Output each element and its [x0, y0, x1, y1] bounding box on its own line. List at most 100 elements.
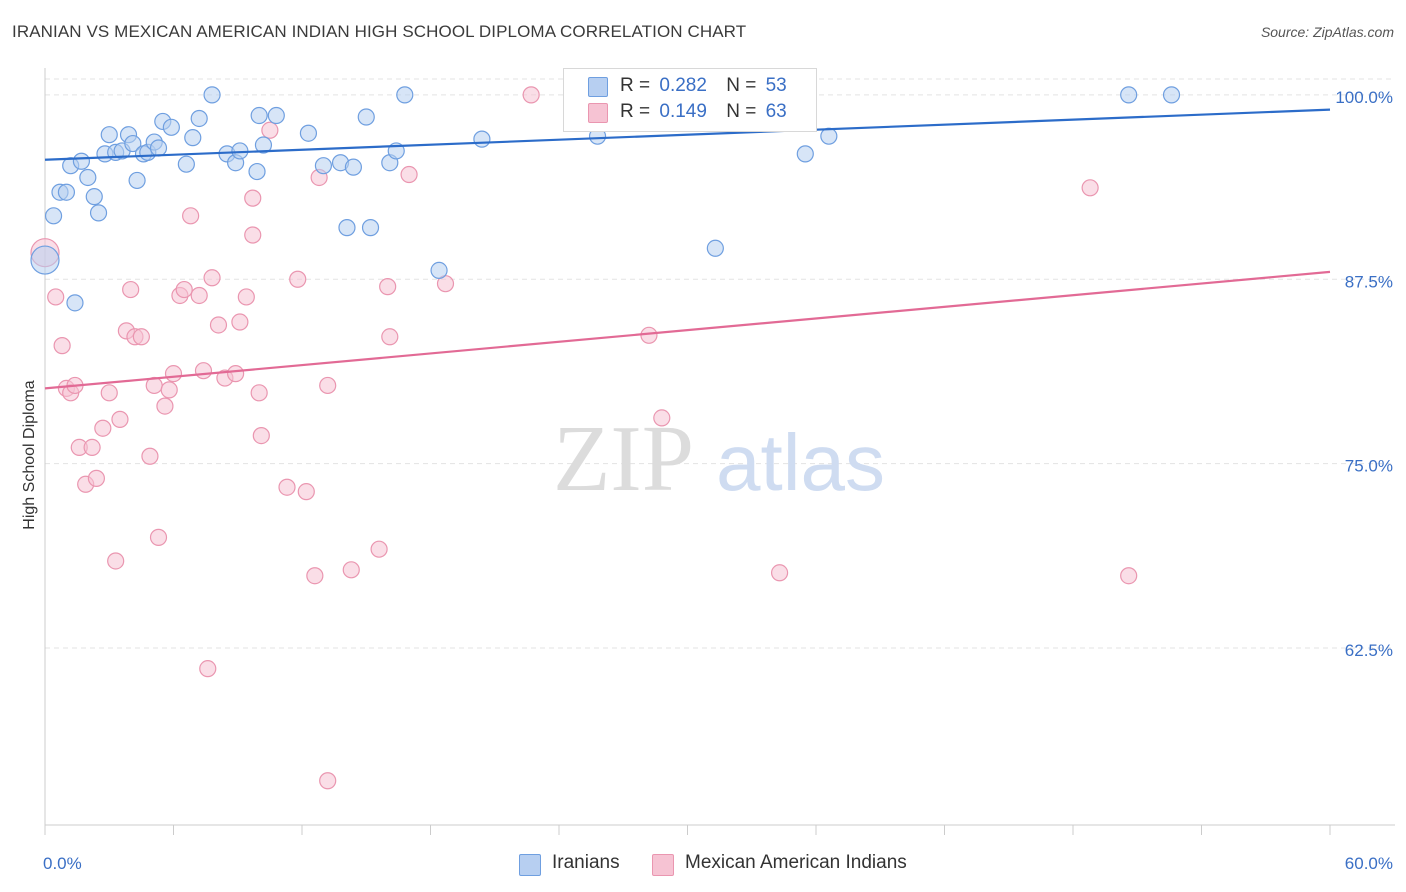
point-iranians [177, 155, 195, 173]
point-mexican-american-indians [379, 278, 397, 296]
point-mexican-american-indians [194, 362, 213, 380]
trend-lines [44, 108, 1331, 390]
series-iranians [30, 86, 1181, 312]
point-mexican-american-indians [164, 365, 183, 383]
legend-text-mexican-american-indians: R = 0.149 N = 63 [620, 101, 787, 123]
point-mexican-american-indians [190, 286, 208, 305]
point-mexican-american-indians [47, 288, 65, 306]
point-iranians [796, 145, 814, 163]
point-mexican-american-indians [400, 165, 418, 184]
point-mexican-american-indians [381, 328, 399, 346]
legend-swatch-iranians [588, 77, 608, 97]
point-mexican-american-indians [231, 313, 249, 331]
point-mexican-american-indians [182, 207, 200, 225]
n-value-mexican-american-indians: 63 [765, 101, 787, 122]
point-iranians [190, 109, 208, 128]
point-iranians [124, 134, 142, 153]
y-tick-label: 100.0% [1335, 88, 1393, 107]
point-mexican-american-indians [250, 384, 268, 402]
n-label: N = [726, 101, 757, 122]
chart-title: IRANIAN VS MEXICAN AMERICAN INDIAN HIGH … [12, 22, 747, 41]
axes [44, 68, 1395, 835]
y-tick-label: 75.0% [1345, 457, 1393, 476]
point-mexican-american-indians [94, 419, 112, 437]
legend-label-iranians: Iranians [552, 852, 620, 873]
point-mexican-american-indians [319, 376, 337, 395]
point-iranians [203, 86, 221, 104]
point-iranians [1120, 86, 1138, 104]
point-mexican-american-indians [209, 316, 228, 334]
r-value-iranians: 0.282 [659, 75, 707, 96]
point-iranians [396, 86, 414, 104]
point-mexican-american-indians [1081, 179, 1099, 197]
point-iranians [128, 171, 146, 190]
point-mexican-american-indians [289, 270, 307, 288]
point-iranians [430, 261, 448, 279]
n-value-iranians: 53 [765, 75, 787, 96]
point-mexican-american-indians [244, 226, 262, 244]
r-label: R = [620, 75, 651, 96]
x-tick-label-min: 0.0% [43, 854, 82, 873]
correlation-legend: R = 0.282 N = 53 R = 0.149 N = 63 [563, 68, 817, 132]
point-iranians [85, 188, 103, 206]
point-iranians [250, 106, 268, 125]
point-iranians [89, 204, 108, 222]
point-mexican-american-indians [522, 86, 540, 104]
point-mexican-american-indians [770, 564, 789, 582]
point-iranians [149, 139, 168, 157]
legend-text-iranians: R = 0.282 N = 53 [620, 75, 787, 97]
point-mexican-american-indians [237, 288, 255, 306]
point-mexican-american-indians [111, 410, 129, 428]
watermark-zip: ZIP [553, 407, 694, 511]
point-iranians [57, 183, 76, 201]
r-value-mexican-american-indians: 0.149 [659, 101, 707, 122]
point-iranians [100, 126, 118, 144]
point-mexican-american-indians [160, 381, 178, 399]
point-iranians [338, 219, 356, 237]
point-iranians [1162, 86, 1181, 104]
point-iranians [162, 118, 180, 136]
n-label: N = [726, 75, 757, 96]
point-mexican-american-indians [261, 121, 279, 139]
point-mexican-american-indians [156, 397, 174, 415]
point-mexican-american-indians [149, 528, 168, 546]
point-iranians [314, 157, 333, 175]
point-mexican-american-indians [319, 772, 337, 790]
y-tick-label: 87.5% [1345, 272, 1393, 291]
point-mexican-american-indians [107, 552, 125, 570]
point-iranians [344, 158, 362, 176]
x-tick-label-max: 60.0% [1345, 854, 1393, 873]
grid-lines [45, 78, 1395, 649]
legend-swatch-iranians [519, 854, 541, 876]
legend-label-mexican-american-indians: Mexican American Indians [685, 852, 907, 873]
watermark-atlas: atlas [716, 418, 885, 507]
legend-swatch-mexican-american-indians [652, 854, 674, 876]
point-mexican-american-indians [306, 567, 324, 585]
point-iranians [267, 106, 285, 125]
point-iranians [254, 136, 273, 154]
point-mexican-american-indians [87, 469, 106, 487]
point-mexican-american-indians [83, 438, 101, 456]
point-mexican-american-indians [122, 280, 140, 299]
trend-line-mexican-american-indians [44, 270, 1331, 390]
point-mexican-american-indians [203, 269, 221, 287]
point-iranians [361, 219, 380, 237]
point-mexican-american-indians [53, 337, 71, 355]
point-iranians [72, 152, 91, 170]
point-iranians [248, 162, 266, 181]
y-tick-label: 62.5% [1345, 641, 1393, 660]
point-mexican-american-indians [370, 540, 388, 558]
point-mexican-american-indians [175, 280, 193, 299]
point-mexican-american-indians [297, 483, 315, 501]
point-mexican-american-indians [141, 447, 159, 465]
source-label: Source: ZipAtlas.com [1260, 24, 1394, 40]
point-mexican-american-indians [640, 326, 658, 344]
point-mexican-american-indians [1120, 567, 1138, 585]
point-iranians [30, 245, 60, 275]
point-iranians [357, 108, 375, 126]
trend-line-iranians [44, 108, 1331, 161]
point-mexican-american-indians [244, 189, 262, 207]
point-mexican-american-indians [132, 328, 150, 346]
point-mexican-american-indians [199, 660, 217, 678]
